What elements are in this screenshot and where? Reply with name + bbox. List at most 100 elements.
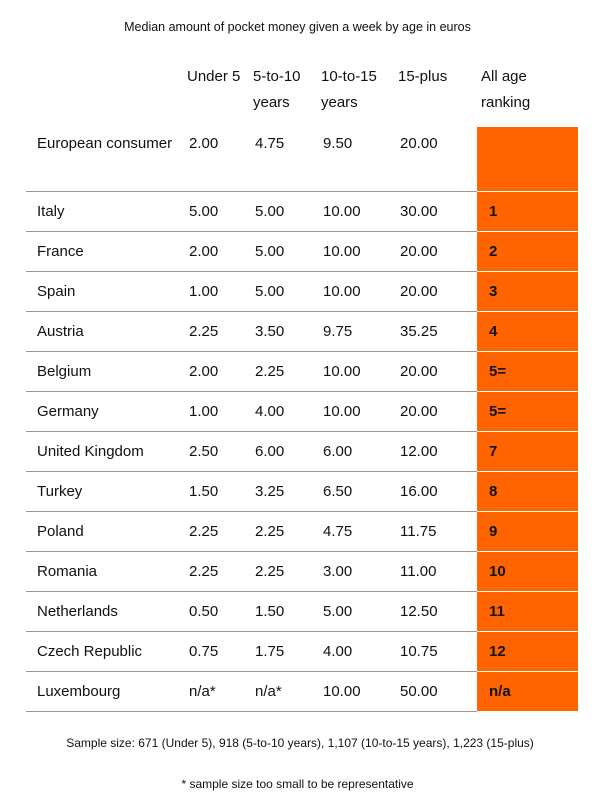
10-to-15-cell: 10.00 [317,271,394,312]
ranking-cell: 11 [477,591,578,632]
5-to-10-cell: 2.25 [249,511,317,552]
table-row: Poland 2.25 2.25 4.75 11.75 9 [26,511,578,552]
under-5-cell: 2.00 [183,351,249,392]
5-to-10-cell: 1.75 [249,631,317,672]
table-row: Czech Republic 0.75 1.75 4.00 10.75 12 [26,631,578,672]
ranking-cell: 4 [477,311,578,352]
10-to-15-cell: 9.50 [317,127,394,192]
ranking-cell: 8 [477,471,578,512]
15-plus-cell: 20.00 [394,351,477,392]
under-5-cell: 2.00 [183,127,249,192]
table-header-row: Under 5 5-to-10 years 10-to-15 years 15-… [26,56,578,127]
ranking-cell: 12 [477,631,578,672]
10-to-15-cell: 6.50 [317,471,394,512]
5-to-10-cell: 5.00 [249,271,317,312]
5-to-10-cell: 3.25 [249,471,317,512]
5-to-10-cell: 2.25 [249,351,317,392]
table-row: European consumer 2.00 4.75 9.50 20.00 [26,127,578,192]
ranking-cell: 7 [477,431,578,472]
10-to-15-cell: 4.75 [317,511,394,552]
country-cell: Netherlands [26,591,183,632]
country-cell: United Kingdom [26,431,183,472]
table-row: Belgium 2.00 2.25 10.00 20.00 5= [26,351,578,392]
country-cell: Luxembourg [26,671,183,712]
5-to-10-cell: 4.75 [249,127,317,192]
5-to-10-cell: 1.50 [249,591,317,632]
15-plus-cell: 20.00 [394,127,477,192]
country-cell: Poland [26,511,183,552]
15-plus-cell: 12.50 [394,591,477,632]
header-country [26,56,183,127]
country-cell: Turkey [26,471,183,512]
country-cell: Spain [26,271,183,312]
pocket-money-table: Under 5 5-to-10 years 10-to-15 years 15-… [26,56,578,712]
ranking-cell: 2 [477,231,578,272]
10-to-15-cell: 3.00 [317,551,394,592]
ranking-cell [477,127,578,192]
country-cell: Austria [26,311,183,352]
table-row: Italy 5.00 5.00 10.00 30.00 1 [26,191,578,232]
table-row: France 2.00 5.00 10.00 20.00 2 [26,231,578,272]
table-row: United Kingdom 2.50 6.00 6.00 12.00 7 [26,431,578,472]
under-5-cell: 1.00 [183,391,249,432]
15-plus-cell: 35.25 [394,311,477,352]
15-plus-cell: 20.00 [394,391,477,432]
header-15-plus: 15-plus [398,68,448,85]
under-5-cell: 2.00 [183,231,249,272]
under-5-cell: 1.00 [183,271,249,312]
table-row: Luxembourg n/a* n/a* 10.00 50.00 n/a [26,671,578,712]
table-row: Austria 2.25 3.50 9.75 35.25 4 [26,311,578,352]
country-cell: Germany [26,391,183,432]
5-to-10-cell: 6.00 [249,431,317,472]
10-to-15-cell: 10.00 [317,391,394,432]
under-5-cell: 2.25 [183,551,249,592]
10-to-15-cell: 10.00 [317,671,394,712]
under-5-cell: 1.50 [183,471,249,512]
15-plus-cell: 12.00 [394,431,477,472]
footnote-small-sample: * sample size too small to be representa… [181,777,414,791]
header-all-age-ranking: All age ranking [481,68,531,111]
country-cell: France [26,231,183,272]
5-to-10-cell: 5.00 [249,191,317,232]
under-5-cell: 2.25 [183,511,249,552]
ranking-cell: n/a [477,671,578,712]
table-row: Netherlands 0.50 1.50 5.00 12.50 11 [26,591,578,632]
under-5-cell: 0.50 [183,591,249,632]
under-5-cell: 5.00 [183,191,249,232]
under-5-cell: n/a* [183,671,249,712]
table-row: Romania 2.25 2.25 3.00 11.00 10 [26,551,578,592]
under-5-cell: 2.50 [183,431,249,472]
ranking-cell: 9 [477,511,578,552]
10-to-15-cell: 5.00 [317,591,394,632]
table-row: Spain 1.00 5.00 10.00 20.00 3 [26,271,578,312]
5-to-10-cell: n/a* [249,671,317,712]
5-to-10-cell: 2.25 [249,551,317,592]
header-10-to-15: 10-to-15 years [321,68,377,111]
under-5-cell: 0.75 [183,631,249,672]
10-to-15-cell: 10.00 [317,191,394,232]
10-to-15-cell: 10.00 [317,231,394,272]
ranking-cell: 1 [477,191,578,232]
country-cell: European consumer [26,127,183,192]
10-to-15-cell: 10.00 [317,351,394,392]
15-plus-cell: 30.00 [394,191,477,232]
15-plus-cell: 50.00 [394,671,477,712]
15-plus-cell: 11.75 [394,511,477,552]
15-plus-cell: 16.00 [394,471,477,512]
country-cell: Czech Republic [26,631,183,672]
10-to-15-cell: 9.75 [317,311,394,352]
ranking-cell: 10 [477,551,578,592]
15-plus-cell: 20.00 [394,231,477,272]
sample-size-note: Sample size: 671 (Under 5), 918 (5-to-10… [66,736,534,750]
country-cell: Belgium [26,351,183,392]
5-to-10-cell: 4.00 [249,391,317,432]
ranking-cell: 5= [477,391,578,432]
country-cell: Romania [26,551,183,592]
5-to-10-cell: 3.50 [249,311,317,352]
under-5-cell: 2.25 [183,311,249,352]
10-to-15-cell: 6.00 [317,431,394,472]
header-5-to-10: 5-to-10 years [253,68,301,111]
table-row: Turkey 1.50 3.25 6.50 16.00 8 [26,471,578,512]
15-plus-cell: 10.75 [394,631,477,672]
15-plus-cell: 11.00 [394,551,477,592]
